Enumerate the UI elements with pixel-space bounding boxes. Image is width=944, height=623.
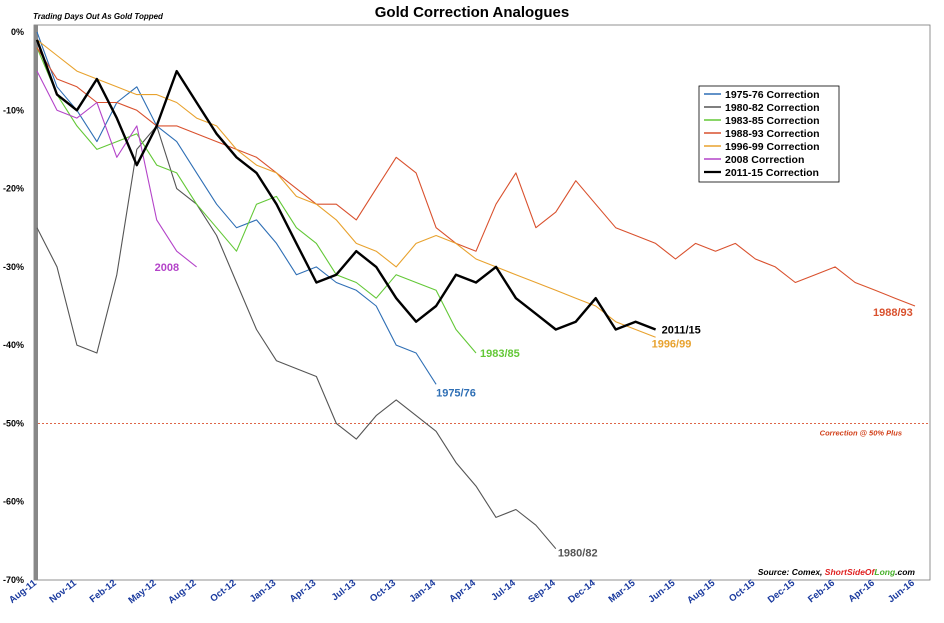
y-tick-label: -10% — [3, 105, 24, 115]
y-tick-label: -60% — [3, 497, 24, 507]
x-tick-label: Mar-15 — [607, 577, 638, 605]
x-tick-label: Jun-15 — [646, 577, 677, 605]
x-tick-label: May-12 — [126, 578, 158, 607]
y-tick-label: -40% — [3, 340, 24, 350]
x-tick-label: Feb-12 — [88, 578, 119, 606]
legend-label: 2011-15 Correction — [725, 167, 819, 179]
series-line — [35, 39, 657, 331]
legend-label: 1996-99 Correction — [725, 141, 820, 153]
chart-subtitle: Trading Days Out As Gold Topped — [33, 12, 164, 21]
chart-title: Gold Correction Analogues — [375, 4, 569, 21]
series-line — [36, 70, 197, 268]
series-end-label: 1975/76 — [436, 387, 476, 399]
x-tick-label: Apr-14 — [447, 577, 478, 605]
source-brand-3: .com — [895, 567, 915, 577]
y-axis: 0% -10% -20% -30% -40% -50% -60% -70% — [3, 27, 24, 585]
x-tick-label: Sep-14 — [526, 577, 558, 605]
x-tick-label: Jan-14 — [407, 577, 438, 605]
reference-line-group: Correction @ 50% Plus — [38, 423, 930, 437]
source-brand-2: Long — [874, 567, 896, 577]
x-tick-label: Oct-13 — [368, 578, 398, 605]
series-end-label: 1996/99 — [652, 338, 692, 350]
x-tick-label: Apr-13 — [288, 578, 318, 605]
start-marker-bar — [34, 25, 38, 580]
series-line — [36, 39, 656, 338]
x-tick-label: Oct-12 — [208, 578, 238, 605]
series-end-label: 2011/15 — [662, 324, 701, 336]
series-line — [36, 125, 557, 550]
x-tick-label: Jul-14 — [489, 577, 518, 603]
source-note: Source: Comex, ShortSideOfLong.com — [758, 567, 916, 577]
legend-label: 1988-93 Correction — [725, 128, 820, 140]
series-end-label: 1980/82 — [558, 548, 598, 560]
x-tick-label: Jun-16 — [886, 578, 917, 606]
y-tick-label: 0% — [11, 27, 24, 37]
series-end-labels: 1975/76 1980/82 1983/85 1988/93 1996/99 2008 2… — [155, 262, 913, 560]
legend-label: 1980-82 Correction — [725, 102, 820, 114]
series-lines — [35, 31, 916, 550]
reference-line-label: Correction @ 50% Plus — [820, 428, 902, 437]
x-tick-label: Dec-14 — [566, 577, 598, 605]
series-end-label: 1988/93 — [873, 307, 913, 319]
source-prefix: Source: Comex, — [758, 567, 825, 577]
y-tick-label: -50% — [3, 418, 24, 428]
x-tick-label: Nov-11 — [47, 577, 79, 605]
series-end-label: 1983/85 — [480, 348, 520, 360]
legend-box — [698, 85, 840, 183]
source-brand-1: ShortSideOf — [825, 567, 876, 577]
legend-label: 1975-76 Correction — [725, 89, 820, 101]
y-tick-label: -20% — [3, 184, 24, 194]
series-line — [36, 47, 916, 307]
y-tick-label: -30% — [3, 262, 24, 272]
series-end-label: 2008 — [155, 262, 179, 274]
legend-label: 1983-85 Correction — [725, 115, 820, 127]
x-tick-label: Feb-16 — [806, 578, 837, 606]
x-tick-label: Jul-13 — [330, 578, 358, 604]
x-axis: Aug-11 Nov-11 Feb-12 May-12 Aug-12 Oct-12 Jan-… — [7, 577, 917, 606]
x-tick-label: Oct-15 — [727, 577, 758, 604]
x-tick-label: Aug-15 — [685, 577, 718, 606]
x-tick-label: Dec-15 — [766, 577, 798, 605]
legend-label: 2008 Correction — [725, 154, 804, 166]
x-tick-label: Aug-12 — [166, 578, 198, 606]
x-tick-label: Apr-16 — [846, 578, 876, 605]
x-tick-label: Jan-13 — [248, 578, 278, 605]
y-tick-label: -70% — [3, 575, 24, 585]
series-line — [36, 47, 477, 354]
series-line — [36, 31, 437, 385]
